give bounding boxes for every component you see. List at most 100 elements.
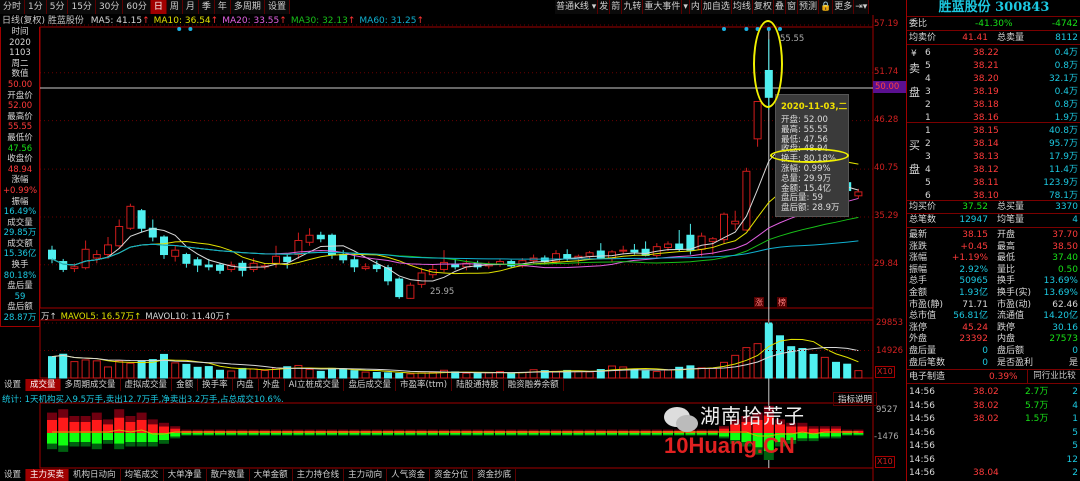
quote-cell: 38.14: [973, 139, 999, 149]
toolbar-button[interactable]: 🔒: [818, 0, 834, 14]
quote-cell: 均笔量: [997, 215, 1025, 225]
quote-cell: 0.8万: [1054, 61, 1078, 71]
toolbar-button[interactable]: 更多: [833, 0, 855, 14]
tab[interactable]: 盘后成交量: [344, 379, 396, 391]
tab[interactable]: 设置: [0, 379, 27, 391]
tab[interactable]: 均笔成交: [121, 469, 164, 481]
tab[interactable]: 市盈率(ttm): [396, 379, 453, 391]
tab[interactable]: 主力买卖: [26, 469, 70, 481]
tab[interactable]: 大单净量: [164, 469, 207, 481]
toolbar-button[interactable]: 箭: [610, 0, 623, 14]
period-tab[interactable]: 季: [198, 0, 215, 14]
toolbar-button[interactable]: 窗: [785, 0, 798, 14]
tab[interactable]: 多周期成交量: [61, 379, 121, 391]
tab[interactable]: 内盘: [233, 379, 259, 391]
toolbar-button[interactable]: 预测: [797, 0, 819, 14]
tab[interactable]: 资金分位: [430, 469, 474, 481]
main-force-sell-bar: [338, 434, 349, 436]
period-tab[interactable]: 30分: [95, 0, 124, 14]
main-force-buy-bar: [562, 429, 573, 431]
tab[interactable]: 成交量: [26, 379, 61, 391]
main-force-sell-bar: [752, 433, 763, 448]
main-force-sell-bar: [573, 433, 584, 435]
industry-compare-button[interactable]: 同行业比较: [1027, 370, 1080, 383]
main-force-sell-bar: [450, 434, 461, 436]
buy-level-row: 3 38.13 17.9万: [909, 151, 1078, 163]
volume-bar: [92, 360, 101, 379]
main-force-buy-bar: [674, 429, 685, 431]
main-force-sell-bar: [786, 440, 797, 444]
tooltip-date: 2020-11-03,二: [781, 102, 848, 112]
tab[interactable]: 散户数量: [207, 469, 250, 481]
main-force-buy-bar: [371, 429, 382, 431]
main-force-buy-bar: [517, 429, 528, 431]
toolbar-button[interactable]: 内: [689, 0, 702, 14]
main-force-buy-bar: [528, 429, 539, 431]
tab[interactable]: AI立桩成交量: [285, 379, 345, 391]
volume-bar: [854, 370, 863, 379]
main-force-sell-bar: [506, 434, 517, 436]
toolbar-button[interactable]: 重大事件: [643, 0, 683, 14]
tab[interactable]: 机构日动向: [69, 469, 121, 481]
tab[interactable]: 换手率: [198, 379, 233, 391]
main-force-buy-bar: [159, 426, 169, 433]
period-tab[interactable]: 设置: [264, 0, 290, 14]
main-force-sell-bar: [405, 434, 416, 436]
main-force-buy-bar: [573, 429, 584, 431]
tab[interactable]: 设置: [0, 469, 27, 481]
tab[interactable]: 金额: [172, 379, 199, 391]
period-tab[interactable]: 分时: [0, 0, 26, 14]
period-tab[interactable]: 60分: [123, 0, 151, 14]
toolbar-button[interactable]: 加自选: [701, 0, 732, 14]
period-tab[interactable]: 月: [182, 0, 199, 14]
main-force-sell-bar: [181, 433, 192, 435]
toolbar-button[interactable]: 均线: [731, 0, 753, 14]
toolbar-button[interactable]: 普通K线 ▾: [555, 0, 599, 14]
indicator-help-button[interactable]: 指标说明: [833, 392, 878, 406]
period-tab[interactable]: 15分: [68, 0, 96, 14]
period-tab[interactable]: 1分: [25, 0, 47, 14]
candle: [361, 266, 370, 270]
tab[interactable]: 资金抄底: [473, 469, 517, 481]
info-field: 55.55: [7, 122, 33, 133]
tab[interactable]: 融资融券余额: [504, 379, 564, 391]
volume-bar: [137, 360, 146, 379]
tab[interactable]: 人气资金: [387, 469, 431, 481]
quote-cell: 38.21: [973, 61, 999, 71]
tab[interactable]: 陆股通持股: [452, 379, 504, 391]
tick-row: 14:56 38.02 1.5万 1: [909, 413, 1078, 425]
tab[interactable]: 主力动向: [344, 469, 388, 481]
toolbar-button[interactable]: 复权: [752, 0, 774, 14]
toolbar-button[interactable]: ⇥▾: [854, 0, 870, 14]
toolbar-button[interactable]: ▾: [682, 0, 690, 14]
toolbar-button[interactable]: 发: [598, 0, 611, 14]
candle: [294, 240, 303, 256]
main-force-sell-bar: [360, 433, 371, 435]
period-tab[interactable]: 多周期: [230, 0, 265, 14]
tab[interactable]: 大单金额: [250, 469, 293, 481]
period-tab[interactable]: 日: [150, 0, 167, 14]
quote-cell: 涨停: [909, 322, 928, 333]
period-tab[interactable]: 年: [214, 0, 231, 14]
toolbar-button[interactable]: 九转: [622, 0, 644, 14]
candle: [115, 225, 124, 247]
quote-cell: 38.10: [973, 191, 999, 201]
period-tab[interactable]: 周: [166, 0, 183, 14]
main-force-sell-bar: [674, 433, 685, 435]
quote-cell: 跌停: [997, 322, 1016, 333]
main-force-sell-bar: [472, 433, 483, 435]
main-force-sell-bar: [461, 434, 472, 436]
tab[interactable]: 外盘: [259, 379, 285, 391]
candle: [92, 254, 101, 259]
main-force-sell-bar: [528, 434, 539, 436]
period-tab[interactable]: 5分: [46, 0, 69, 14]
main-force-sell-bar: [618, 433, 629, 435]
main-force-buy-bar: [114, 417, 125, 433]
volume-unit: X10: [875, 366, 895, 378]
tab[interactable]: 虚拟成交量: [121, 379, 173, 391]
quote-cell: 市盈(静): [909, 299, 944, 310]
main-force-sell-bar: [786, 433, 797, 441]
toolbar-button[interactable]: 叠: [773, 0, 786, 14]
main-force-buy-bar: [651, 429, 662, 431]
tab[interactable]: 主力持仓线: [293, 469, 345, 481]
